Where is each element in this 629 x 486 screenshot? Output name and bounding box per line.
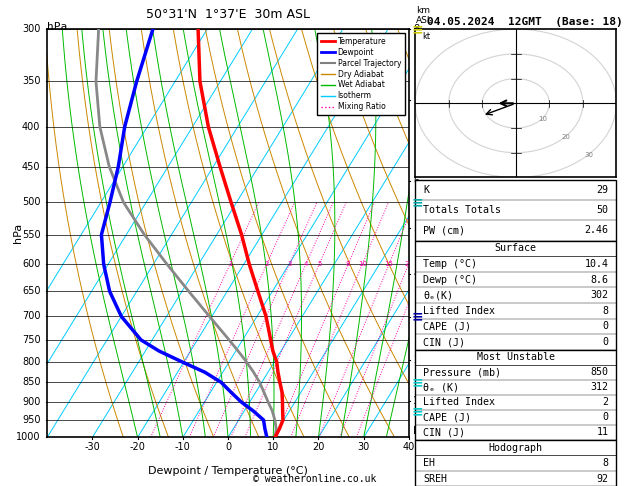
Text: Most Unstable: Most Unstable xyxy=(477,352,555,363)
Text: Pressure (mb): Pressure (mb) xyxy=(423,367,501,378)
Text: Totals Totals: Totals Totals xyxy=(423,205,501,215)
Text: PW (cm): PW (cm) xyxy=(423,226,465,235)
Text: CAPE (J): CAPE (J) xyxy=(423,412,471,422)
Text: 04.05.2024  12GMT  (Base: 18): 04.05.2024 12GMT (Base: 18) xyxy=(427,17,623,27)
Text: 15: 15 xyxy=(384,261,394,267)
Text: SREH: SREH xyxy=(423,474,447,484)
Text: 50°31'N  1°37'E  30m ASL: 50°31'N 1°37'E 30m ASL xyxy=(146,8,310,21)
Text: K: K xyxy=(423,185,429,195)
Text: kt: kt xyxy=(422,32,430,41)
Text: Mixing Ratio (g/kg): Mixing Ratio (g/kg) xyxy=(456,191,465,276)
Text: 302: 302 xyxy=(591,290,608,300)
Text: 2.46: 2.46 xyxy=(584,226,608,235)
Text: 4: 4 xyxy=(304,261,308,267)
FancyBboxPatch shape xyxy=(415,180,616,241)
Text: Dewp (°C): Dewp (°C) xyxy=(423,275,477,285)
Text: 11: 11 xyxy=(596,427,608,437)
Text: ≡: ≡ xyxy=(412,310,423,324)
Text: hPa: hPa xyxy=(47,22,67,32)
Text: 92: 92 xyxy=(596,474,608,484)
Text: Dewpoint / Temperature (°C): Dewpoint / Temperature (°C) xyxy=(148,466,308,476)
Text: 6: 6 xyxy=(413,176,420,187)
Text: 5: 5 xyxy=(413,224,420,233)
Text: 20: 20 xyxy=(404,261,413,267)
Text: 0: 0 xyxy=(603,337,608,347)
Text: 700: 700 xyxy=(22,312,40,321)
Text: 8: 8 xyxy=(603,458,608,468)
Text: θₑ (K): θₑ (K) xyxy=(423,382,459,392)
Text: CIN (J): CIN (J) xyxy=(423,427,465,437)
Text: 650: 650 xyxy=(22,286,40,296)
Text: 300: 300 xyxy=(22,24,40,34)
Text: 2: 2 xyxy=(413,355,420,364)
Text: -30: -30 xyxy=(84,442,100,452)
Text: ≡: ≡ xyxy=(412,195,423,209)
Text: 8.6: 8.6 xyxy=(591,275,608,285)
Text: 10.4: 10.4 xyxy=(584,259,608,269)
Text: 20: 20 xyxy=(312,442,325,452)
Text: © weatheronline.co.uk: © weatheronline.co.uk xyxy=(253,473,376,484)
Text: θₑ(K): θₑ(K) xyxy=(423,290,453,300)
Text: CAPE (J): CAPE (J) xyxy=(423,321,471,331)
Text: Surface: Surface xyxy=(495,243,537,253)
Text: 0: 0 xyxy=(603,321,608,331)
Text: hPa: hPa xyxy=(13,223,23,243)
Text: ≡: ≡ xyxy=(412,22,423,36)
Text: 500: 500 xyxy=(22,197,40,208)
Text: 3: 3 xyxy=(287,261,291,267)
Text: 20: 20 xyxy=(562,134,571,140)
Text: 2: 2 xyxy=(264,261,269,267)
Text: 10: 10 xyxy=(267,442,279,452)
Text: 450: 450 xyxy=(22,162,40,172)
Text: 8: 8 xyxy=(413,24,420,34)
Text: Temp (°C): Temp (°C) xyxy=(423,259,477,269)
FancyBboxPatch shape xyxy=(415,440,616,486)
FancyBboxPatch shape xyxy=(415,350,616,440)
Legend: Temperature, Dewpoint, Parcel Trajectory, Dry Adiabat, Wet Adiabat, Isotherm, Mi: Temperature, Dewpoint, Parcel Trajectory… xyxy=(317,33,405,115)
Text: 40: 40 xyxy=(403,442,415,452)
Text: 8: 8 xyxy=(603,306,608,316)
Text: 3: 3 xyxy=(413,312,420,322)
Text: 1000: 1000 xyxy=(16,433,40,442)
Text: -20: -20 xyxy=(130,442,145,452)
Text: 25: 25 xyxy=(420,261,428,267)
Text: 0: 0 xyxy=(225,442,231,452)
Text: 800: 800 xyxy=(22,357,40,367)
Text: 550: 550 xyxy=(22,230,40,240)
Text: -10: -10 xyxy=(175,442,191,452)
Text: 350: 350 xyxy=(22,76,40,87)
Text: CIN (J): CIN (J) xyxy=(423,337,465,347)
Text: 400: 400 xyxy=(22,122,40,132)
Text: 29: 29 xyxy=(596,185,608,195)
Text: 600: 600 xyxy=(22,259,40,269)
Text: 7: 7 xyxy=(413,95,420,105)
Text: ≡: ≡ xyxy=(412,375,423,389)
Text: 10: 10 xyxy=(358,261,367,267)
Text: km
ASL: km ASL xyxy=(416,6,433,25)
Text: Lifted Index: Lifted Index xyxy=(423,306,495,316)
Text: 30: 30 xyxy=(357,442,370,452)
Text: 50: 50 xyxy=(596,205,608,215)
Text: 8: 8 xyxy=(346,261,350,267)
Text: 900: 900 xyxy=(22,397,40,407)
Text: 2: 2 xyxy=(603,398,608,407)
Text: 312: 312 xyxy=(591,382,608,392)
Text: 30: 30 xyxy=(584,152,593,157)
Text: 850: 850 xyxy=(591,367,608,378)
Text: 750: 750 xyxy=(22,335,40,345)
Text: 1: 1 xyxy=(413,396,420,406)
Text: 5: 5 xyxy=(317,261,321,267)
Text: 850: 850 xyxy=(22,377,40,387)
Text: ≡: ≡ xyxy=(412,404,423,418)
Text: Lifted Index: Lifted Index xyxy=(423,398,495,407)
Text: 950: 950 xyxy=(22,415,40,425)
Text: Hodograph: Hodograph xyxy=(489,443,543,452)
Text: 0: 0 xyxy=(603,412,608,422)
Text: 10: 10 xyxy=(538,116,548,122)
Text: EH: EH xyxy=(423,458,435,468)
FancyBboxPatch shape xyxy=(415,241,616,350)
Text: 1: 1 xyxy=(228,261,232,267)
Text: LCL: LCL xyxy=(413,426,431,435)
Text: 4: 4 xyxy=(413,269,420,278)
